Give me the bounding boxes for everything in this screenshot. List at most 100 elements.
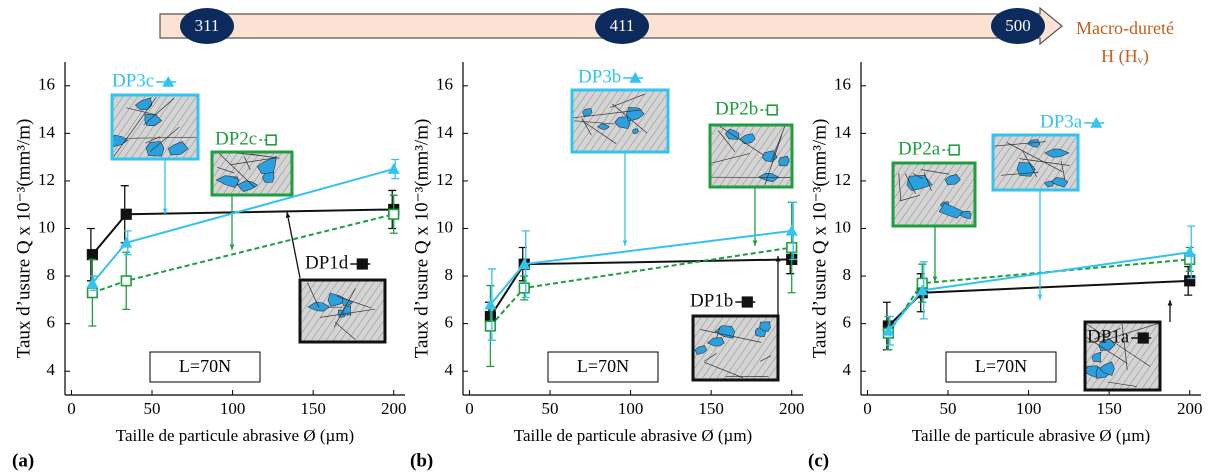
x-axis-label: Taille de particule abrasive Ø (µm) bbox=[514, 426, 752, 445]
series-line bbox=[91, 208, 394, 256]
x-tick-label: 50 bbox=[542, 399, 559, 418]
martensite-island bbox=[739, 133, 756, 145]
grain-boundary bbox=[217, 166, 235, 174]
legend-marker bbox=[265, 134, 277, 146]
micrograph-frame bbox=[991, 133, 1080, 192]
hardness-value: 311 bbox=[195, 16, 220, 35]
y-tick-label: 8 bbox=[445, 265, 454, 284]
x-tick-label: 0 bbox=[863, 399, 872, 418]
data-point bbox=[785, 224, 798, 236]
grain-boundary bbox=[1121, 323, 1128, 371]
x-tick-label: 200 bbox=[1177, 399, 1203, 418]
martensite-island bbox=[1044, 180, 1054, 188]
y-tick-label: 16 bbox=[38, 75, 55, 94]
grain-boundary bbox=[113, 97, 157, 157]
legend-label: DP1a bbox=[1087, 326, 1130, 347]
grain-boundary bbox=[764, 135, 783, 185]
grain-boundary bbox=[333, 288, 356, 328]
martensite-island bbox=[944, 174, 961, 186]
annotation: L=70N bbox=[975, 356, 1027, 376]
pointer-head bbox=[1167, 300, 1173, 306]
pointer-head bbox=[752, 240, 758, 246]
y-tick-label: 8 bbox=[47, 265, 56, 284]
x-tick-label: 200 bbox=[779, 399, 805, 418]
grain-boundary bbox=[993, 141, 1046, 147]
grain-boundary bbox=[923, 172, 932, 191]
grain-boundary bbox=[904, 173, 916, 194]
annotation: L=70N bbox=[577, 356, 629, 376]
legend-label: DP2b bbox=[715, 98, 758, 119]
micrograph-frame bbox=[110, 93, 200, 161]
y-axis-label: Taux d’usure Q x 10⁻³(mm³/m) bbox=[13, 119, 34, 359]
data-point bbox=[120, 208, 132, 220]
martensite-island bbox=[256, 155, 277, 175]
grain-boundary bbox=[717, 130, 736, 153]
martensite-island bbox=[778, 155, 790, 167]
martensite-island bbox=[694, 345, 708, 355]
grain-boundary bbox=[760, 355, 772, 362]
grain-boundary bbox=[574, 120, 615, 125]
grain-boundary bbox=[125, 136, 198, 139]
legend-marker bbox=[1090, 117, 1103, 128]
y-axis-label: Taux d’usure Q x 10⁻³(mm³/m) bbox=[411, 119, 432, 359]
grain-boundary bbox=[612, 103, 648, 134]
legend-marker bbox=[356, 258, 368, 270]
y-tick-label: 10 bbox=[834, 217, 851, 236]
legend-label: DP3c bbox=[112, 70, 154, 91]
martensite-island bbox=[596, 123, 610, 130]
grain-boundary bbox=[1086, 337, 1128, 364]
grain-boundary bbox=[710, 153, 751, 164]
pointer-head bbox=[1037, 294, 1043, 300]
micrograph-frame bbox=[691, 314, 780, 382]
y-tick-label: 4 bbox=[47, 360, 56, 379]
x-tick-label: 100 bbox=[618, 399, 644, 418]
grain-boundary bbox=[899, 194, 920, 202]
y-tick-label: 16 bbox=[834, 75, 851, 94]
legend-marker bbox=[741, 296, 753, 308]
y-tick-label: 4 bbox=[445, 360, 454, 379]
pointer-head bbox=[775, 256, 781, 262]
x-tick-label: 50 bbox=[940, 399, 957, 418]
y-tick-label: 14 bbox=[436, 122, 454, 141]
hardness-marker bbox=[595, 8, 649, 44]
x-tick-label: 150 bbox=[300, 399, 326, 418]
y-tick-label: 6 bbox=[445, 313, 454, 332]
martensite-island bbox=[714, 325, 735, 339]
legend-label: DP1d bbox=[305, 252, 349, 273]
x-tick-label: 100 bbox=[1016, 399, 1042, 418]
panel-label: (c) bbox=[808, 450, 829, 471]
legend-label: DP1b bbox=[690, 290, 733, 311]
data-point bbox=[1184, 275, 1196, 287]
grain-boundary bbox=[610, 93, 645, 108]
grain-boundary bbox=[581, 117, 592, 136]
legend-marker bbox=[1137, 332, 1149, 344]
data-point bbox=[86, 287, 98, 299]
martensite-island bbox=[1099, 361, 1115, 376]
hardness-value: 500 bbox=[1005, 16, 1031, 35]
annotation-box bbox=[149, 351, 261, 383]
x-tick-label: 200 bbox=[381, 399, 407, 418]
grain-boundary bbox=[149, 126, 180, 152]
panel-label: (b) bbox=[410, 450, 433, 471]
hardness-unit: H (Hᵥ) bbox=[1101, 46, 1149, 67]
series-line bbox=[489, 258, 792, 318]
y-axis-label: Taux d’usure Q x 10⁻³(mm³/m) bbox=[809, 119, 830, 359]
legend-label: DP3b bbox=[578, 66, 621, 87]
martensite-island bbox=[938, 202, 964, 219]
martensite-island bbox=[134, 97, 153, 111]
grain-boundary bbox=[717, 124, 765, 156]
data-point bbox=[882, 324, 895, 336]
data-point bbox=[916, 284, 929, 296]
pointer-line bbox=[286, 211, 301, 279]
y-tick-label: 4 bbox=[843, 360, 852, 379]
legend-label: DP2c bbox=[215, 128, 257, 149]
grain-boundary bbox=[716, 326, 721, 339]
martensite-island bbox=[582, 108, 593, 117]
grain-boundary bbox=[230, 157, 276, 166]
data-point bbox=[120, 236, 133, 248]
y-tick-label: 10 bbox=[436, 217, 453, 236]
y-tick-label: 14 bbox=[834, 122, 852, 141]
data-point bbox=[484, 320, 496, 332]
y-tick-label: 12 bbox=[38, 170, 55, 189]
data-point bbox=[518, 282, 530, 294]
